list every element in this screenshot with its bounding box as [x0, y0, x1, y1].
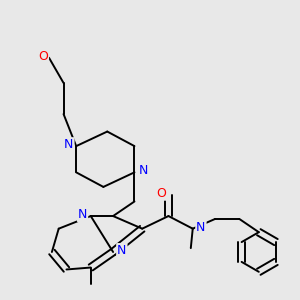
Text: N: N	[196, 221, 206, 234]
Text: O: O	[156, 187, 166, 200]
Text: N: N	[64, 138, 74, 151]
Text: O: O	[38, 50, 48, 63]
Text: N: N	[78, 208, 87, 221]
Text: N: N	[139, 164, 148, 177]
Text: N: N	[117, 244, 127, 257]
